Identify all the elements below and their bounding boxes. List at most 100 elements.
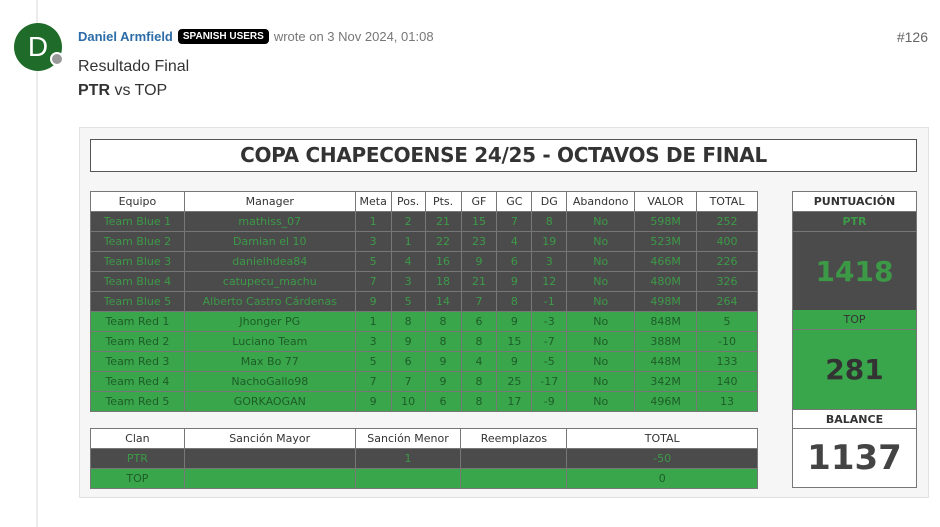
table-cell: 498M [634,291,698,312]
table-cell: 6 [390,351,426,372]
column-header: Reemplazos [460,428,568,449]
table-row: Team Red 2 Luciano Team 3 9 8 8 15 -7 No 388M -10 [90,331,758,352]
table-cell: 9 [496,311,533,332]
table-row: Team Red 3 Max Bo 77 5 6 9 4 9 -5 No 448M 133 [90,351,758,372]
table-cell: 5 [696,311,758,332]
table-cell: 10 [390,391,426,412]
table-cell: No [566,331,636,352]
avatar[interactable]: D [14,23,62,71]
column-header: Meta [354,191,392,212]
table-cell: 226 [696,251,758,272]
table-cell: mathiss_07 [183,211,356,232]
table-cell: 9 [496,271,533,292]
column-header: Abandono [566,191,636,212]
table-cell: Team Red 4 [90,371,185,392]
table-cell: 6 [460,311,498,332]
table-cell: TOP [90,468,185,489]
table-cell: -5 [531,351,568,372]
table-cell: 2 [390,211,426,232]
table-cell [183,448,356,469]
table-cell: 264 [696,291,758,312]
table-cell: 496M [634,391,698,412]
team-a-score: 1418 [793,232,916,310]
table-cell: 9 [354,291,392,312]
table-cell: 3 [531,251,568,272]
table-cell: Team Red 3 [90,351,185,372]
table-cell: 598M [634,211,698,232]
table-cell: 388M [634,331,698,352]
team-b-label: TOP [793,310,916,330]
column-header: Pos. [390,191,426,212]
table-cell: 0 [566,468,758,489]
result-image[interactable]: COPA CHAPECOENSE 24/25 - OCTAVOS DE FINA… [79,127,929,498]
table-cell: No [566,231,636,252]
table-cell: 5 [390,291,426,312]
table-cell: 3 [354,231,392,252]
table-cell: Team Blue 5 [90,291,185,312]
thread-line [36,0,38,527]
table-cell: 7 [354,271,392,292]
table-cell: 480M [634,271,698,292]
table-cell: 140 [696,371,758,392]
table-cell: -7 [531,331,568,352]
table-cell: 1 [354,211,392,232]
author-link[interactable]: Daniel Armfield [78,29,173,44]
table-cell: Team Blue 1 [90,211,185,232]
table-cell: 15 [460,211,498,232]
table-row: TOP 0 [90,468,758,489]
table-row: Team Blue 5 Alberto Castro Cárdenas 9 5 14 7 8… [90,291,758,312]
table-cell: 8 [424,331,462,352]
table-cell: 1 [354,311,392,332]
table-cell: 3 [390,271,426,292]
table-cell: 1 [354,448,462,469]
table-cell: 7 [354,371,392,392]
table-cell: 25 [496,371,533,392]
table-cell: 9 [390,331,426,352]
table-cell: danielhdea84 [183,251,356,272]
table-cell: GORKAOGAN [183,391,356,412]
table-cell: 18 [424,271,462,292]
table-cell: 848M [634,311,698,332]
post-number[interactable]: #126 [896,29,928,45]
table-cell: 9 [460,251,498,272]
table-row: Team Blue 3 danielhdea84 5 4 16 9 6 3 No 466M 226 [90,251,758,272]
column-header: Sanción Mayor [183,428,356,449]
column-header: Sanción Menor [354,428,462,449]
table-cell: Team Red 1 [90,311,185,332]
balance-label: BALANCE [793,409,916,429]
table-cell: 252 [696,211,758,232]
table-cell: 21 [424,211,462,232]
table-cell [460,448,568,469]
score-header: PUNTUACIÓN [793,192,916,212]
table-cell: 13 [696,391,758,412]
table-cell: 6 [496,251,533,272]
table-cell: No [566,291,636,312]
table-cell: 4 [460,351,498,372]
penalties-table: Clan Sanción Mayor Sanción Menor Reemplazos… [90,428,758,489]
column-header: DG [531,191,568,212]
group-badge[interactable]: SPANISH USERS [177,29,269,44]
table-cell: No [566,251,636,272]
table-cell: No [566,271,636,292]
table-cell: Max Bo 77 [183,351,356,372]
score-panel: PUNTUACIÓN PTR 1418 TOP 281 BALANCE 1137 [792,191,917,488]
balance-value: 1137 [793,429,916,487]
table-cell [460,468,568,489]
post-meta: Daniel Armfield SPANISH USERS wrote on 3… [78,29,434,44]
table-row: Team Red 5 GORKAOGAN 9 10 6 8 17 -9 No 496M 13 [90,391,758,412]
table-cell: Team Red 2 [90,331,185,352]
table-cell: 466M [634,251,698,272]
table-row: Team Blue 4 catupecu_machu 7 3 18 21 9 12 No 480M… [90,271,758,292]
post-timestamp[interactable]: wrote on 3 Nov 2024, 01:08 [273,29,434,44]
table-cell: 16 [424,251,462,272]
table-cell: 9 [354,391,392,412]
table-cell: 3 [354,331,392,352]
table-cell: 9 [424,351,462,372]
table-cell: 133 [696,351,758,372]
table-cell: -3 [531,311,568,332]
post-text-line: Resultado Final [78,58,190,75]
table-cell: No [566,311,636,332]
table-cell: Team Blue 2 [90,231,185,252]
table-cell: Alberto Castro Cárdenas [183,291,356,312]
table-cell: Jhonger PG [183,311,356,332]
